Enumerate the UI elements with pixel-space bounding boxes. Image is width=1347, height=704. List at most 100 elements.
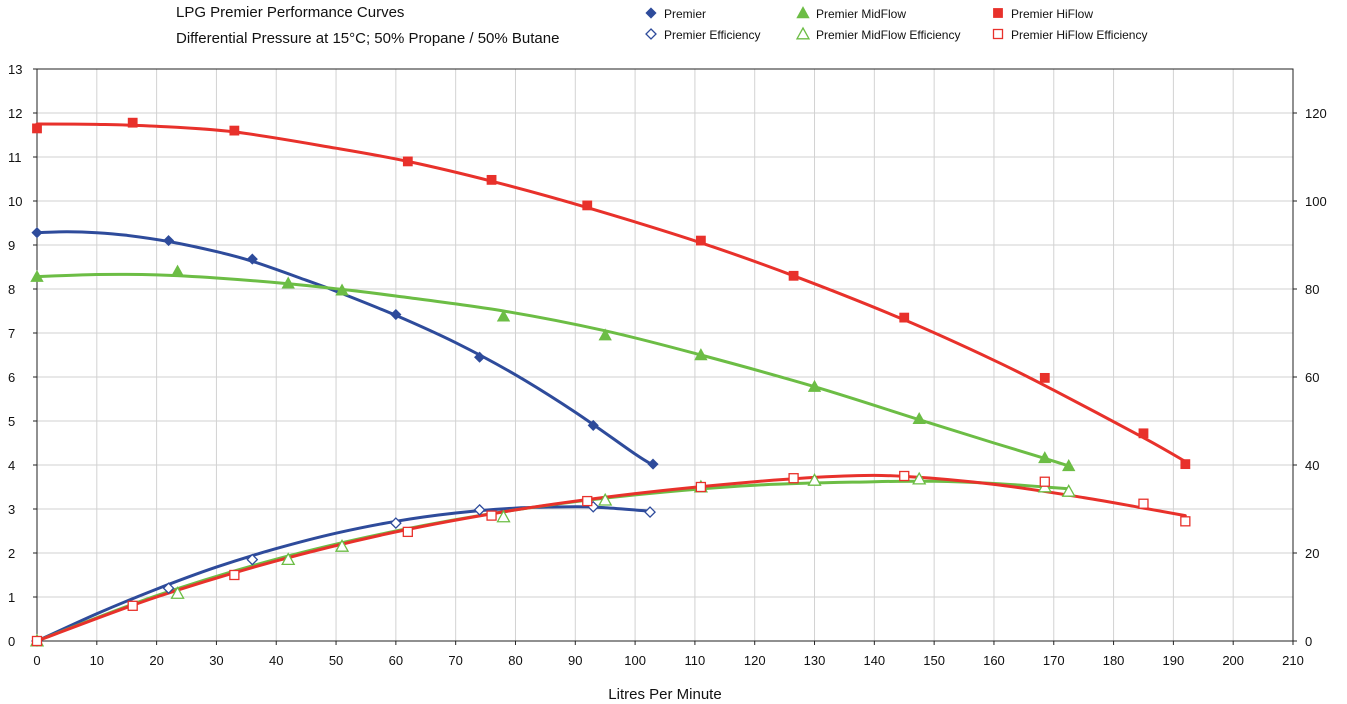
data-point-premier-hiflow bbox=[899, 312, 910, 323]
data-point-premier-midflow bbox=[1062, 459, 1076, 472]
y-tick-label: 2 bbox=[8, 546, 15, 561]
data-point-premier-midflow-efficiency bbox=[334, 539, 350, 552]
data-point-premier bbox=[163, 235, 175, 247]
legend-marker-premier-hiflow-efficiency bbox=[992, 28, 1004, 40]
y-tick-label: 7 bbox=[8, 326, 15, 341]
x-tick-label: 120 bbox=[744, 653, 766, 668]
chart-subtitle: Differential Pressure at 15°C; 50% Propa… bbox=[176, 30, 559, 47]
series-markers bbox=[29, 117, 1191, 647]
data-point-premier-efficiency bbox=[162, 582, 175, 595]
series-line-premier-efficiency bbox=[35, 505, 652, 643]
y-tick-label: 0 bbox=[8, 634, 15, 649]
chart-title: LPG Premier Performance Curves bbox=[176, 4, 404, 21]
data-point-premier-hiflow-efficiency bbox=[1138, 498, 1149, 509]
y-axis-right: 0 20 40 60 80 100 120 bbox=[1293, 106, 1327, 649]
legend-label-premier-midflow-efficiency: Premier MidFlow Efficiency bbox=[816, 28, 960, 42]
legend-marker-premier-hiflow bbox=[993, 8, 1003, 18]
data-point-premier-midflow bbox=[598, 328, 612, 341]
legend-label-premier: Premier bbox=[664, 7, 706, 21]
data-point-premier bbox=[647, 458, 659, 470]
data-point-premier-hiflow-efficiency bbox=[486, 510, 497, 521]
series-line-premier bbox=[35, 230, 655, 467]
y-tick-label: 1 bbox=[8, 590, 15, 605]
x-tick-label: 60 bbox=[389, 653, 403, 668]
series-line-premier-hiflow-efficiency bbox=[35, 473, 1187, 643]
data-point-premier-hiflow bbox=[582, 200, 593, 211]
data-point-premier-hiflow-efficiency bbox=[1039, 476, 1050, 487]
data-point-premier-hiflow-efficiency bbox=[582, 495, 593, 507]
data-point-premier-efficiency bbox=[644, 506, 656, 518]
y-tick-label: 12 bbox=[8, 106, 22, 121]
data-point-premier-hiflow-efficiency bbox=[402, 526, 413, 538]
series-line-premier-midflow bbox=[35, 272, 1071, 468]
data-point-premier-hiflow-efficiency bbox=[899, 470, 910, 482]
x-tick-label: 190 bbox=[1163, 653, 1185, 668]
x-tick-label: 160 bbox=[983, 653, 1005, 668]
y2-tick-label: 100 bbox=[1305, 194, 1327, 209]
data-point-premier bbox=[587, 419, 599, 431]
x-tick-label: 170 bbox=[1043, 653, 1065, 668]
y2-tick-label: 0 bbox=[1305, 634, 1312, 649]
x-tick-label: 100 bbox=[624, 653, 646, 668]
x-tick-label: 80 bbox=[508, 653, 522, 668]
x-tick-label: 210 bbox=[1282, 653, 1304, 668]
x-axis-label: Litres Per Minute bbox=[608, 686, 721, 703]
legend-marker-premier bbox=[645, 7, 657, 19]
data-point-premier-midflow bbox=[30, 269, 44, 282]
x-tick-label: 110 bbox=[685, 653, 706, 668]
legend-marker-premier-midflow bbox=[796, 6, 810, 19]
legend-marker-premier-efficiency bbox=[645, 28, 657, 40]
data-point-premier-midflow-efficiency bbox=[281, 552, 296, 566]
x-tick-label: 70 bbox=[448, 653, 462, 668]
data-point-premier-midflow bbox=[694, 348, 708, 361]
legend-label-premier-midflow: Premier MidFlow bbox=[816, 7, 906, 21]
data-point-premier-efficiency bbox=[246, 553, 259, 566]
x-tick-label: 130 bbox=[804, 653, 826, 668]
data-point-premier-efficiency bbox=[389, 517, 402, 529]
x-tick-label: 140 bbox=[863, 653, 885, 668]
x-tick-label: 30 bbox=[209, 653, 223, 668]
y-tick-label: 8 bbox=[8, 282, 15, 297]
y-tick-label: 3 bbox=[8, 502, 15, 517]
series-lines bbox=[35, 122, 1187, 643]
data-point-premier-hiflow bbox=[1138, 428, 1149, 439]
legend-label-premier-efficiency: Premier Efficiency bbox=[664, 28, 760, 42]
data-point-premier-hiflow-efficiency bbox=[1180, 516, 1191, 527]
data-point-premier-midflow bbox=[1038, 451, 1052, 464]
data-point-premier-hiflow-efficiency bbox=[788, 473, 799, 484]
data-point-premier-midflow bbox=[912, 411, 926, 425]
data-point-premier-midflow bbox=[807, 379, 822, 392]
legend-label-premier-hiflow-efficiency: Premier HiFlow Efficiency bbox=[1011, 28, 1147, 42]
data-point-premier-hiflow bbox=[32, 123, 42, 134]
y2-tick-label: 120 bbox=[1305, 106, 1327, 121]
series-line-premier-hiflow bbox=[35, 122, 1187, 463]
data-point-premier-midflow-efficiency bbox=[807, 473, 822, 486]
y-tick-label: 9 bbox=[8, 238, 15, 253]
x-tick-label: 10 bbox=[90, 653, 104, 668]
y-tick-label: 11 bbox=[8, 150, 22, 165]
y2-tick-label: 20 bbox=[1305, 546, 1319, 561]
data-point-premier bbox=[31, 227, 43, 239]
x-tick-label: 90 bbox=[568, 653, 582, 668]
x-tick-label: 180 bbox=[1103, 653, 1125, 668]
x-tick-label: 20 bbox=[149, 653, 163, 668]
legend: Premier Premier Efficiency Premier MidFlow… bbox=[645, 6, 1147, 42]
data-point-premier-efficiency bbox=[473, 503, 486, 516]
data-point-premier-hiflow bbox=[695, 235, 706, 246]
x-tick-label: 0 bbox=[33, 653, 40, 668]
data-point-premier-midflow bbox=[281, 276, 295, 289]
data-point-premier-hiflow-efficiency bbox=[229, 569, 240, 581]
data-point-premier-hiflow bbox=[127, 117, 138, 128]
legend-marker-premier-midflow-efficiency bbox=[795, 26, 811, 40]
data-point-premier-midflow bbox=[496, 309, 511, 322]
data-point-premier-midflow bbox=[335, 283, 349, 296]
y-tick-label: 4 bbox=[8, 458, 15, 473]
x-tick-label: 150 bbox=[923, 653, 945, 668]
y-tick-label: 5 bbox=[8, 414, 15, 429]
data-point-premier-midflow-efficiency bbox=[1061, 484, 1076, 497]
data-point-premier-hiflow-efficiency bbox=[127, 600, 138, 611]
y2-tick-label: 80 bbox=[1305, 282, 1319, 297]
data-point-premier-hiflow bbox=[486, 174, 497, 185]
data-point-premier-midflow-efficiency bbox=[170, 586, 185, 599]
